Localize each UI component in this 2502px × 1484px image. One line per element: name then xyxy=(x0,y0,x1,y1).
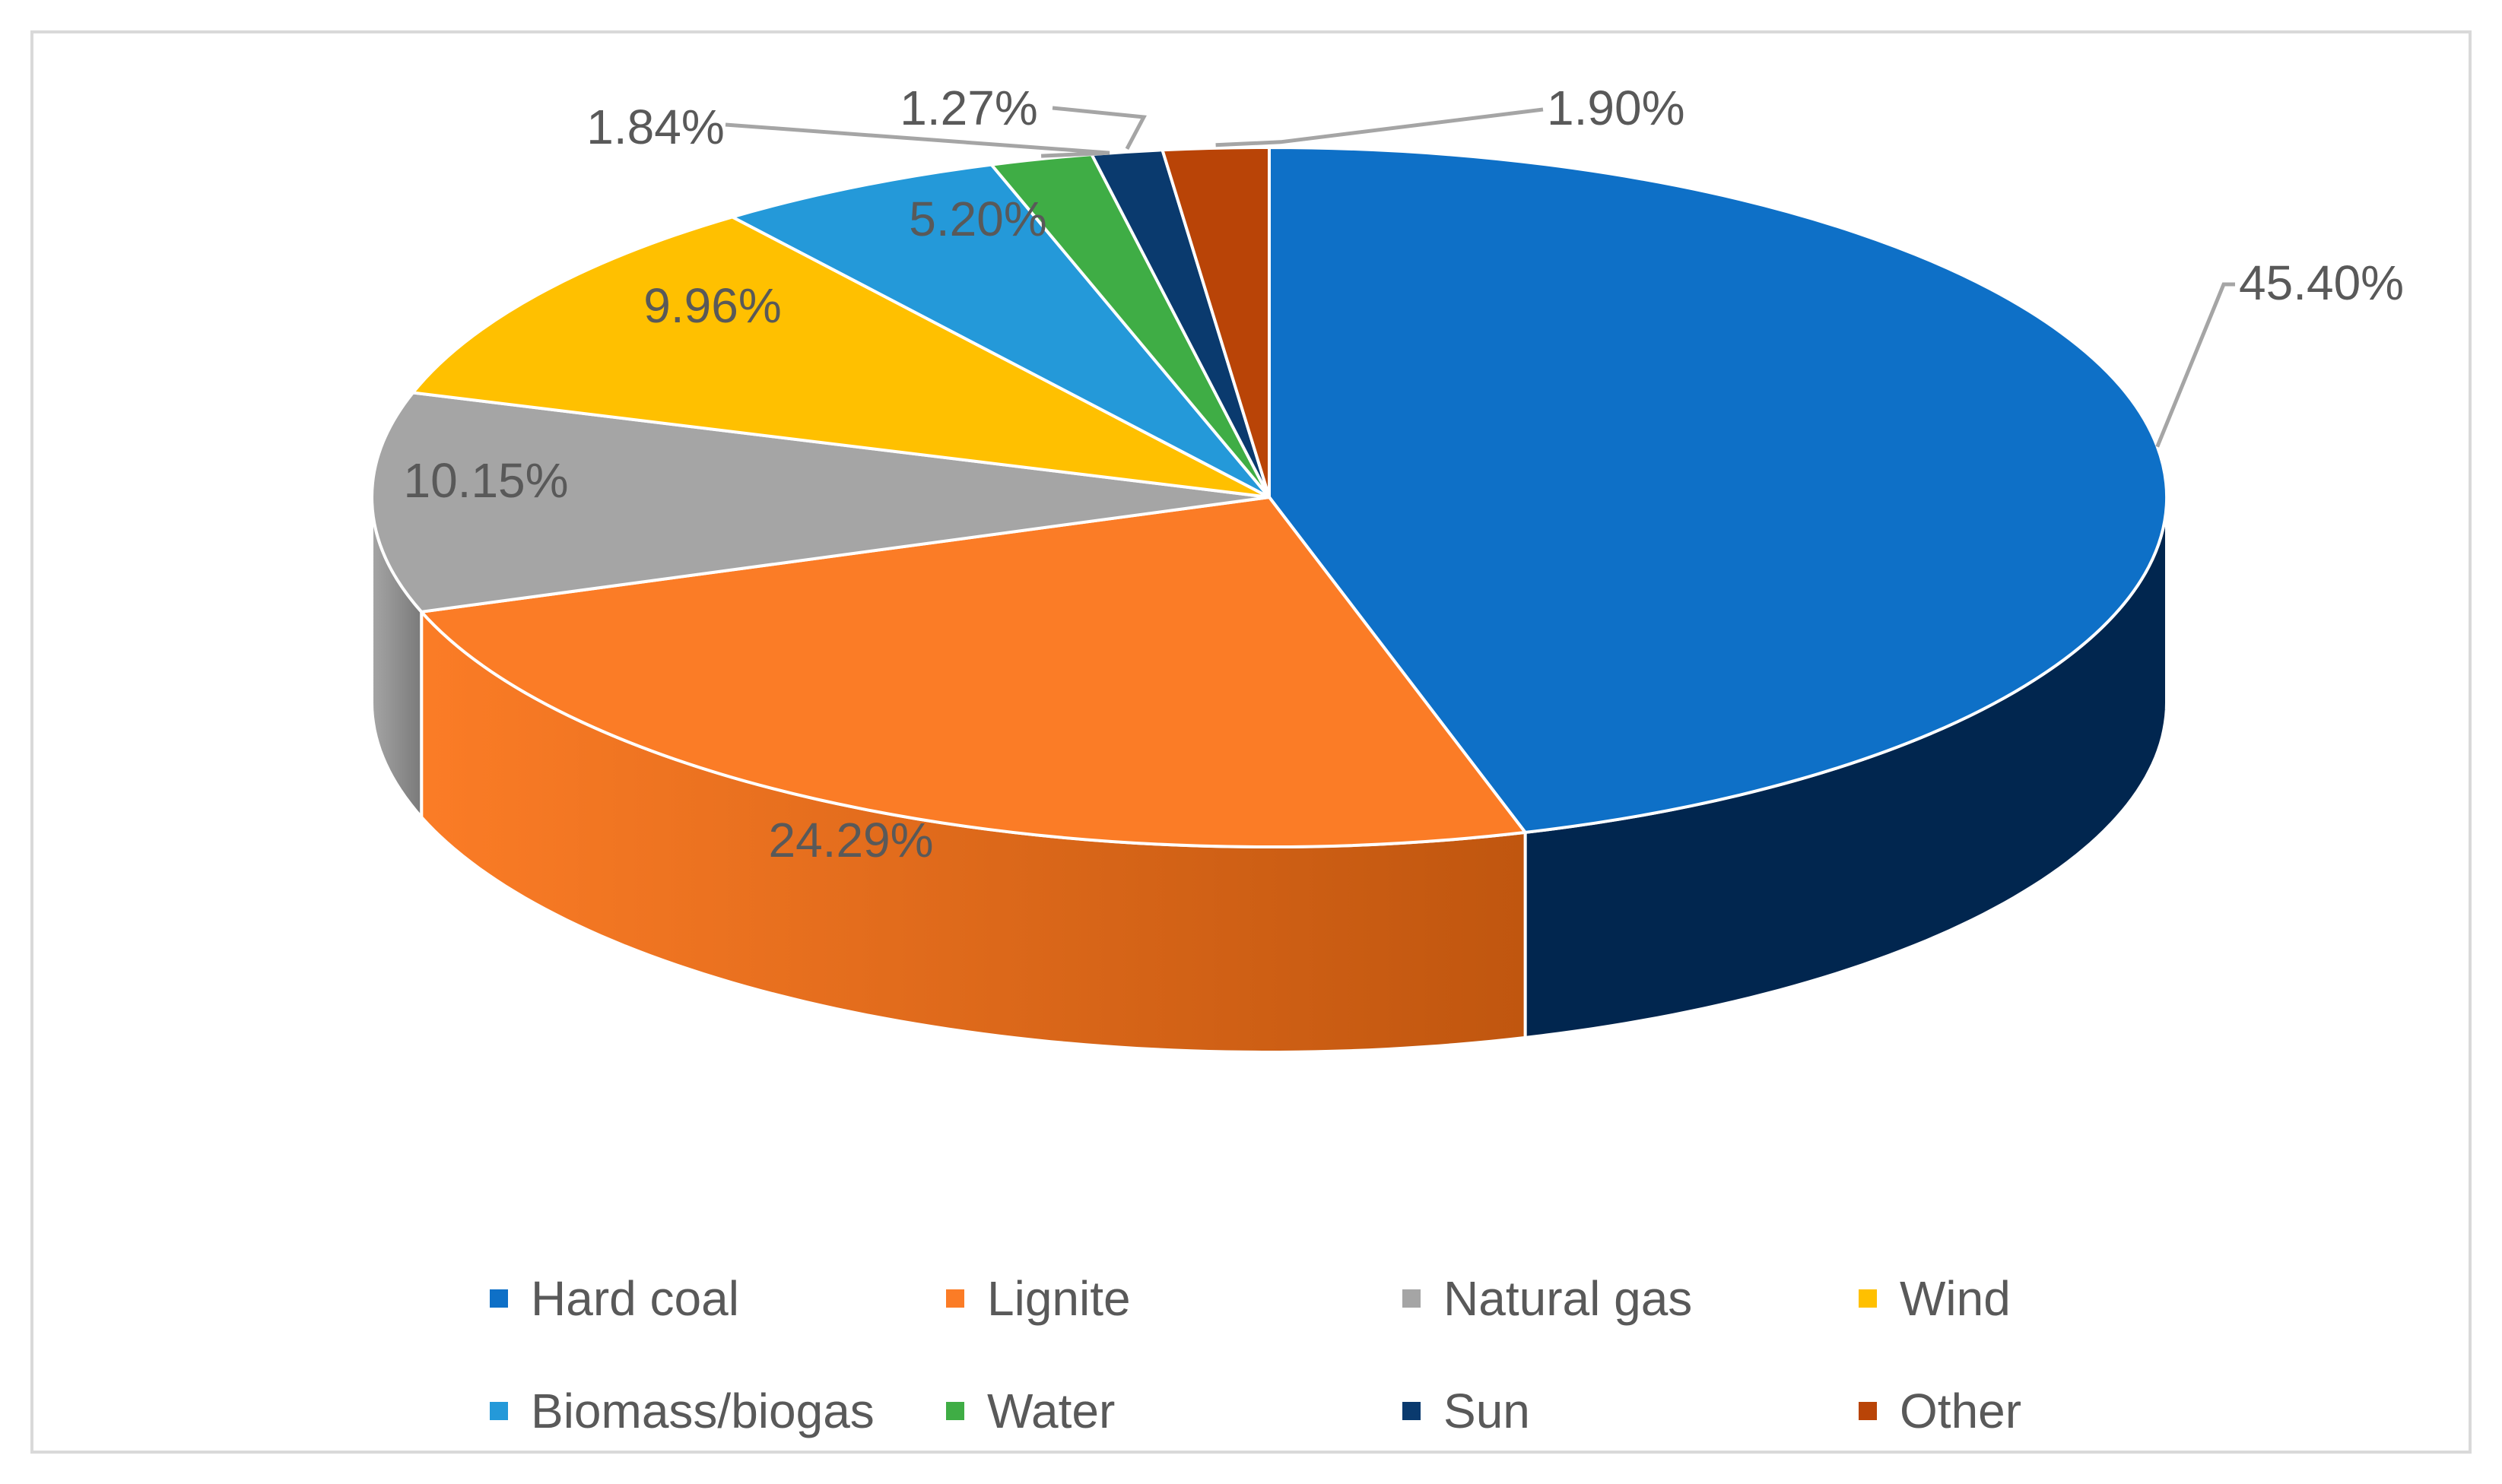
legend-item: Other xyxy=(1859,1355,2163,1467)
legend-label: Natural gas xyxy=(1443,1271,1693,1326)
legend-label: Lignite xyxy=(987,1271,1131,1326)
legend-swatch xyxy=(1402,1402,1421,1420)
pie-slice xyxy=(370,391,1271,614)
legend-swatch xyxy=(946,1402,964,1420)
data-label: 1.27% xyxy=(900,81,1037,135)
data-label: 10.15% xyxy=(403,453,568,508)
legend-swatch xyxy=(490,1402,508,1420)
legend-label: Other xyxy=(1900,1384,2022,1438)
legend-item: Biomass/biogas xyxy=(490,1355,946,1467)
data-label: 45.40% xyxy=(2239,255,2404,310)
legend-item: Natural gas xyxy=(1402,1242,1859,1355)
legend-item: Sun xyxy=(1402,1355,1859,1467)
legend-swatch xyxy=(490,1289,508,1308)
legend-swatch xyxy=(1859,1289,1877,1308)
data-label: 1.84% xyxy=(586,100,724,154)
legend-item: Lignite xyxy=(946,1242,1402,1355)
legend-label: Wind xyxy=(1900,1271,2011,1326)
data-label: 9.96% xyxy=(643,278,781,333)
legend-swatch xyxy=(946,1289,964,1308)
legend-label: Biomass/biogas xyxy=(531,1384,875,1438)
legend-item: Hard coal xyxy=(490,1242,946,1355)
leader-line xyxy=(2155,282,2235,448)
legend-swatch xyxy=(1859,1402,1877,1420)
legend-item: Wind xyxy=(1859,1242,2163,1355)
legend-item: Water xyxy=(946,1355,1402,1467)
leader-line xyxy=(1215,107,1544,147)
data-label: 24.29% xyxy=(768,813,933,867)
legend: Hard coal Lignite Natural gas Wind Bioma… xyxy=(490,1242,2163,1467)
legend-label: Sun xyxy=(1443,1384,1530,1438)
pie-slice xyxy=(1161,146,1271,499)
legend-label: Hard coal xyxy=(531,1271,739,1326)
data-label: 1.90% xyxy=(1547,81,1684,135)
pie-slice xyxy=(730,163,1271,499)
leader-line xyxy=(1052,106,1147,150)
pie-slice xyxy=(411,215,1271,499)
data-label: 5.20% xyxy=(909,192,1046,246)
pie-chart: 45.40% 24.29% 10.15% 9.96% 5.20% 1.84% 1.27% 1.… xyxy=(370,81,2404,1054)
legend-swatch xyxy=(1402,1289,1421,1308)
legend-label: Water xyxy=(987,1384,1116,1438)
leader-line xyxy=(725,122,1110,158)
chart-frame: 45.40% 24.29% 10.15% 9.96% 5.20% 1.84% 1.27% 1.… xyxy=(30,30,2472,1454)
pie-slice xyxy=(420,496,1527,849)
